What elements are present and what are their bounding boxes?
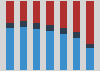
- Bar: [6, 23, 14, 28]
- Bar: [6, 28, 14, 70]
- Bar: [46, 25, 54, 31]
- Bar: [6, 1, 14, 23]
- Bar: [86, 48, 94, 70]
- Bar: [86, 44, 94, 48]
- Bar: [20, 21, 27, 27]
- Bar: [33, 23, 40, 29]
- Bar: [33, 1, 40, 23]
- Bar: [46, 1, 54, 25]
- Bar: [60, 34, 67, 70]
- Bar: [20, 27, 27, 70]
- Bar: [33, 29, 40, 70]
- Bar: [73, 32, 80, 38]
- Bar: [46, 31, 54, 70]
- Bar: [86, 1, 94, 44]
- Bar: [73, 38, 80, 70]
- Bar: [60, 1, 67, 28]
- Bar: [73, 1, 80, 32]
- Bar: [20, 1, 27, 21]
- Bar: [60, 28, 67, 34]
